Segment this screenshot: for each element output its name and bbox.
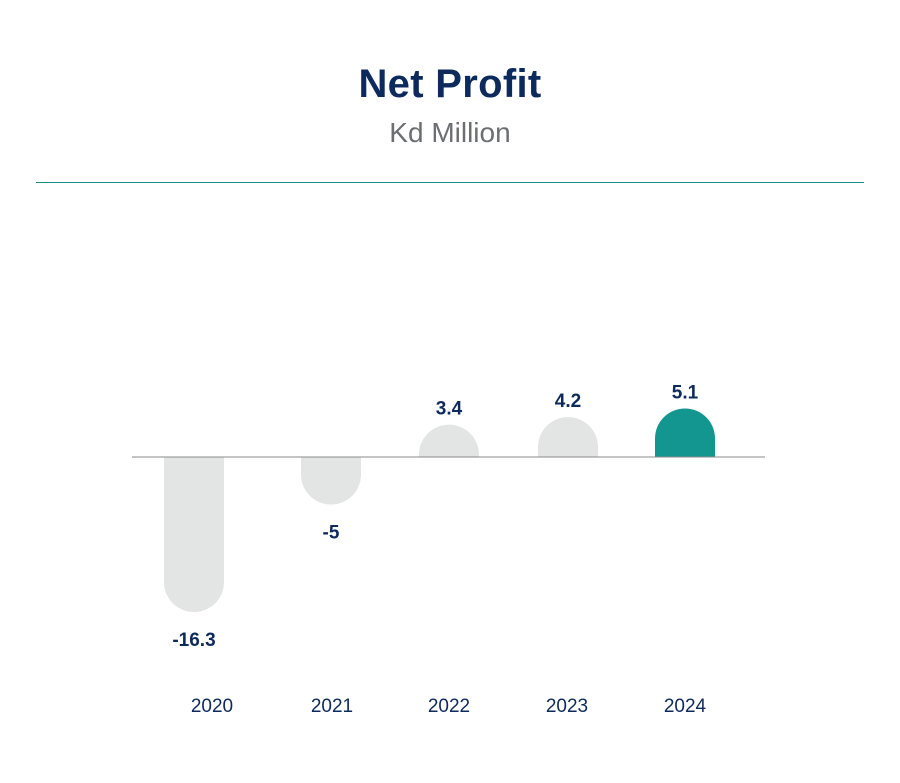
bar-2020 — [164, 457, 224, 612]
bar-2024 — [655, 408, 715, 457]
value-label-2024: 5.1 — [672, 383, 699, 404]
category-label-2023: 2023 — [546, 696, 588, 717]
value-label-2021: -5 — [323, 523, 340, 544]
title-divider — [36, 182, 864, 183]
chart-title: Net Profit — [358, 62, 542, 106]
category-label-2024: 2024 — [664, 696, 707, 717]
category-label-2020: 2020 — [191, 696, 233, 717]
bar-2022 — [419, 424, 479, 457]
category-label-2021: 2021 — [311, 696, 353, 717]
bar-2023 — [538, 417, 598, 457]
value-label-2022: 3.4 — [436, 399, 463, 420]
category-label-2022: 2022 — [428, 696, 470, 717]
bar-2021 — [301, 457, 361, 505]
value-label-2023: 4.2 — [555, 391, 581, 412]
chart-subtitle: Kd Million — [389, 117, 511, 148]
value-label-2020: -16.3 — [172, 630, 215, 651]
